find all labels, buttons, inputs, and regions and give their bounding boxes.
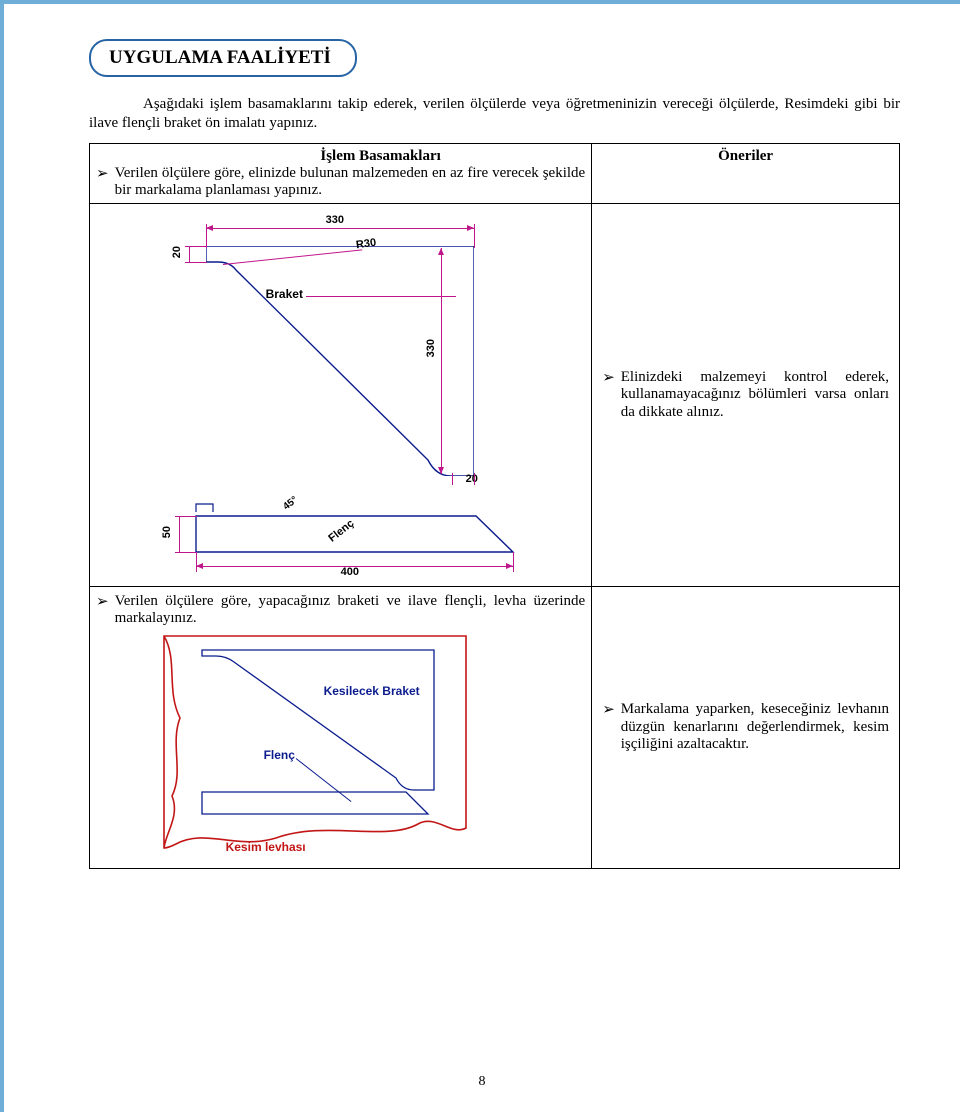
intro-paragraph: Aşağıdaki işlem basamaklarını takip eder… (89, 95, 900, 133)
step-2-text: Verilen ölçülere göre, yapacağınız brake… (115, 593, 586, 628)
header-cell-right: Öneriler (592, 143, 900, 204)
page-title: UYGULAMA FAALİYETİ (109, 47, 331, 68)
header-cell-left: İşlem Basamakları ➢ Verilen ölçülere gör… (90, 143, 592, 204)
figure-flenc: 50 45° Flenç 400 (151, 490, 531, 582)
table-row: 330 20 R30 Braket 330 (90, 204, 900, 587)
dim-20-bottom: 20 (466, 473, 478, 485)
dim-line (196, 566, 513, 567)
page-title-badge: UYGULAMA FAALİYETİ (89, 39, 357, 77)
dim-arrow (506, 563, 513, 569)
braket-outline (206, 246, 474, 476)
header-right-label: Öneriler (718, 148, 773, 164)
figure-cell: 330 20 R30 Braket 330 (90, 204, 592, 587)
dim-ext (474, 224, 475, 248)
table-row: ➢ Verilen ölçülere göre, yapacağınız bra… (90, 587, 900, 869)
dim-arrow (438, 467, 444, 474)
tip-1-text: Elinizdeki malzemeyi kontrol ederek, kul… (621, 369, 889, 421)
dim-ext (452, 473, 453, 485)
bullet-icon: ➢ (602, 369, 615, 386)
dim-ext (185, 262, 207, 263)
plate-label: Kesim levhası (226, 840, 306, 854)
dim-400: 400 (341, 566, 359, 578)
kesim-svg (156, 632, 526, 864)
dim-ext (513, 552, 514, 572)
dim-line (179, 516, 180, 552)
dim-ext (175, 516, 197, 517)
dim-arrow (467, 225, 474, 231)
figure-cell-2: ➢ Verilen ölçülere göre, yapacağınız bra… (90, 587, 592, 869)
dim-ext (185, 246, 207, 247)
bullet-icon: ➢ (602, 701, 615, 718)
activity-table: İşlem Basamakları ➢ Verilen ölçülere gör… (89, 143, 900, 869)
dim-330-top: 330 (326, 214, 344, 226)
page-number: 8 (4, 1074, 960, 1090)
figure-braket: 330 20 R30 Braket 330 (161, 214, 521, 484)
dim-line (206, 228, 474, 229)
braket-cut-label: Kesilecek Braket (324, 684, 420, 698)
dim-ext (196, 552, 197, 572)
dim-330-right: 330 (425, 339, 437, 357)
step-1-text: Verilen ölçülere göre, elinizde bulunan … (115, 165, 586, 200)
table-header-row: İşlem Basamakları ➢ Verilen ölçülere gör… (90, 143, 900, 204)
dim-ext (206, 224, 207, 248)
header-left-label: İşlem Basamakları (96, 148, 585, 165)
dim-arrow (438, 248, 444, 255)
label-leader (306, 296, 456, 297)
bullet-icon: ➢ (96, 593, 109, 610)
bullet-icon: ➢ (96, 165, 109, 182)
tip-2-text: Markalama yaparken, keseceğiniz levhanın… (621, 701, 889, 753)
figure-kesim: Kesilecek Braket Flenç Kesim levhası (156, 632, 526, 864)
dim-50: 50 (161, 526, 173, 538)
flenc-cut-label: Flenç (264, 748, 295, 762)
dim-line (441, 248, 442, 474)
dim-20-left: 20 (171, 246, 183, 258)
dim-ext (175, 552, 197, 553)
braket-label: Braket (266, 287, 303, 301)
dim-ext (474, 473, 475, 485)
tip-cell: ➢ Elinizdeki malzemeyi kontrol ederek, k… (592, 204, 900, 587)
dim-line (189, 246, 190, 262)
tip-cell-2: ➢ Markalama yaparken, keseceğiniz levhan… (592, 587, 900, 869)
